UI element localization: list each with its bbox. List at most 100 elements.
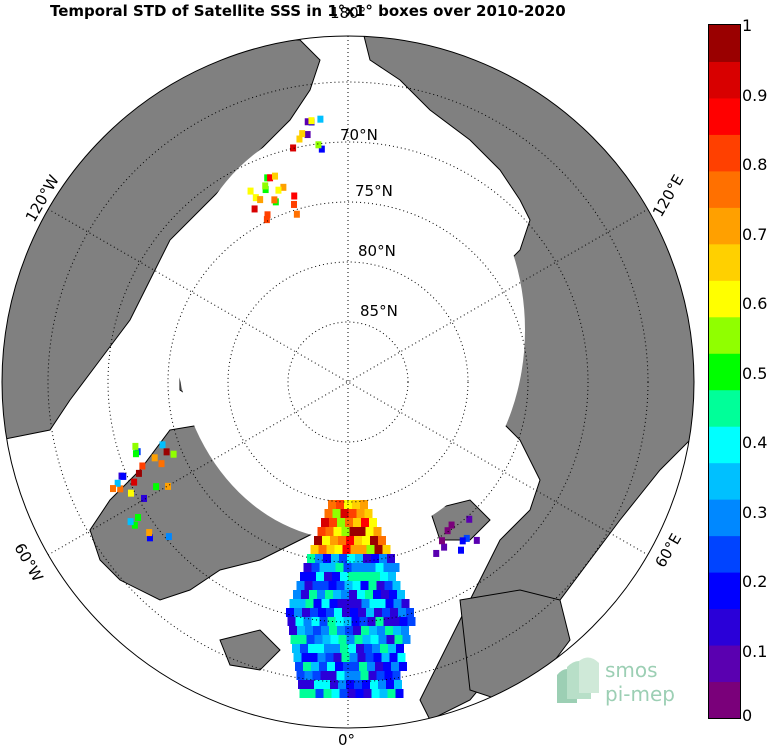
sss-cell — [344, 581, 353, 590]
colorbar-tick-0.8: 0.8 — [742, 155, 768, 174]
sss-cell — [365, 527, 374, 536]
sss-cell — [360, 500, 368, 509]
sss-cell — [325, 527, 334, 536]
sss-cell — [375, 662, 383, 671]
sss-cell — [290, 635, 299, 644]
sss-cell — [387, 689, 396, 698]
sss-cell — [356, 572, 364, 581]
sss-cell — [367, 563, 376, 572]
sss-cell — [444, 527, 451, 535]
sss-cell — [316, 572, 324, 581]
sss-cell — [309, 653, 318, 662]
sss-cell — [369, 518, 377, 527]
sss-cell — [370, 680, 378, 689]
sss-cell — [120, 472, 127, 480]
sss-cell — [344, 671, 353, 680]
colorbar — [708, 24, 741, 719]
sss-cell — [159, 441, 166, 449]
sss-cell — [297, 599, 306, 608]
sss-cell — [264, 211, 271, 219]
sss-cell — [314, 635, 323, 644]
sss-cell — [305, 626, 313, 635]
sss-cell — [364, 572, 372, 581]
map-title: Temporal STD of Satellite SSS in 1°x1° b… — [50, 2, 566, 20]
sss-cell — [351, 662, 359, 671]
colorbar-tick-0.4: 0.4 — [742, 433, 768, 452]
sss-cell — [341, 653, 350, 662]
sss-cell — [332, 572, 340, 581]
sss-cell — [272, 172, 279, 180]
sss-cell — [394, 680, 402, 689]
sss-cell — [319, 662, 327, 671]
sss-cell — [375, 563, 384, 572]
sss-cell — [379, 689, 388, 698]
sss-cell — [355, 554, 363, 563]
sss-cell — [323, 689, 332, 698]
sss-cell — [361, 518, 369, 527]
lat-label-75: 75°N — [355, 182, 393, 200]
colorbar-segment — [709, 426, 740, 464]
sss-cell — [327, 563, 336, 572]
colorbar-tick-0.2: 0.2 — [742, 572, 768, 591]
land-iceland — [219, 629, 281, 671]
colorbar-tick-0.3: 0.3 — [742, 503, 768, 522]
sss-cell — [378, 680, 386, 689]
colorbar-segment — [709, 25, 740, 62]
sss-cell — [367, 617, 376, 626]
sss-cell — [356, 509, 365, 518]
sss-cell — [349, 653, 358, 662]
sss-cell — [135, 513, 142, 521]
sss-cell — [132, 450, 139, 458]
sss-cell — [352, 671, 361, 680]
colorbar-tick-0.7: 0.7 — [742, 225, 768, 244]
colorbar-segment — [709, 535, 740, 573]
sss-cell — [304, 118, 311, 126]
sss-cell — [262, 182, 269, 190]
sss-cell — [305, 599, 314, 608]
sss-cell — [289, 599, 298, 608]
sss-cell — [359, 563, 368, 572]
sss-cell — [340, 572, 348, 581]
sss-cell — [394, 635, 403, 644]
colorbar-segment — [709, 61, 740, 99]
sss-cell — [131, 521, 138, 529]
colorbar-segment — [709, 499, 740, 537]
sss-cell — [387, 554, 395, 563]
sss-cell — [319, 563, 328, 572]
sss-cell — [347, 689, 356, 698]
sss-cell — [339, 554, 347, 563]
sss-cell — [321, 599, 330, 608]
sss-cell — [364, 509, 373, 518]
sss-cell — [357, 590, 365, 599]
sss-cell — [311, 662, 319, 671]
sss-cell — [329, 626, 337, 635]
sss-cell — [320, 671, 329, 680]
sss-cell — [304, 581, 313, 590]
sss-cell — [135, 469, 142, 477]
sss-cell — [393, 626, 401, 635]
sss-cell — [376, 581, 385, 590]
sss-cell — [110, 485, 117, 493]
sss-cell — [293, 653, 302, 662]
sss-cell — [353, 599, 362, 608]
sss-cell — [349, 527, 358, 536]
sss-cell — [301, 590, 309, 599]
sss-cell — [307, 554, 315, 563]
sss-cell — [257, 196, 264, 204]
sss-cell — [362, 635, 371, 644]
sss-cell — [327, 617, 336, 626]
sss-cell — [384, 671, 393, 680]
sss-cell — [397, 653, 406, 662]
sss-cell — [321, 518, 329, 527]
sss-cell — [293, 590, 301, 599]
sss-cell — [322, 536, 330, 545]
sss-cell — [304, 671, 313, 680]
sss-cell — [334, 545, 343, 554]
sss-cell — [292, 644, 300, 653]
sss-cell — [330, 680, 338, 689]
colorbar-segment — [709, 681, 740, 718]
sss-cell — [391, 617, 400, 626]
sss-cell — [352, 581, 361, 590]
sss-cell — [342, 608, 350, 617]
sss-cell — [377, 599, 386, 608]
